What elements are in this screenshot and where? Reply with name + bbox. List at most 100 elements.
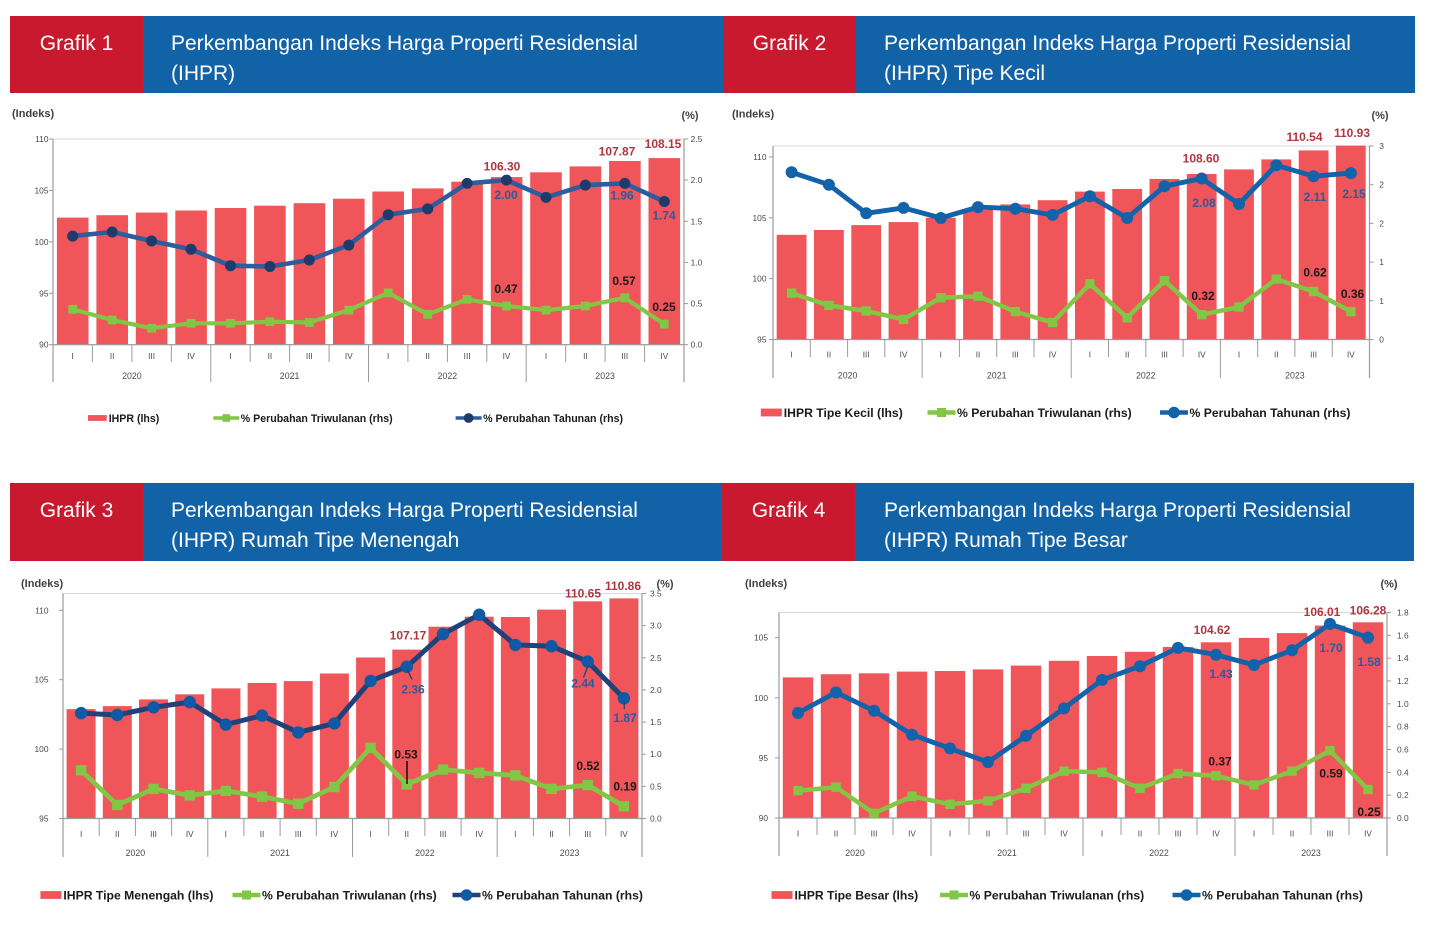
svg-text:IHPR Tipe Kecil (lhs): IHPR Tipe Kecil (lhs) <box>784 406 903 420</box>
svg-text:3: 3 <box>1379 141 1384 151</box>
svg-text:IV: IV <box>345 352 353 361</box>
svg-text:II: II <box>583 352 588 361</box>
svg-text:I: I <box>229 352 231 361</box>
svg-text:III: III <box>148 352 155 361</box>
svg-text:107.87: 107.87 <box>599 145 636 159</box>
svg-text:III: III <box>863 351 870 360</box>
svg-text:Grafik 3: Grafik 3 <box>40 499 114 522</box>
svg-text:2022: 2022 <box>1149 848 1169 858</box>
svg-text:(Indeks): (Indeks) <box>21 578 64 590</box>
svg-text:III: III <box>464 352 471 361</box>
svg-text:(%): (%) <box>1371 110 1388 122</box>
svg-text:III: III <box>295 830 302 839</box>
svg-text:(IHPR) Rumah Tipe Besar: (IHPR) Rumah Tipe Besar <box>884 529 1128 552</box>
svg-text:1.0: 1.0 <box>1397 699 1409 709</box>
svg-text:Perkembangan Indeks Harga Prop: Perkembangan Indeks Harga Properti Resid… <box>171 499 638 522</box>
svg-text:II: II <box>115 830 120 839</box>
svg-text:0.62: 0.62 <box>1303 266 1327 280</box>
svg-text:3.0: 3.0 <box>650 621 662 631</box>
svg-text:III: III <box>871 829 878 838</box>
svg-text:1: 1 <box>1379 296 1384 306</box>
svg-text:IV: IV <box>503 352 511 361</box>
svg-text:2.44: 2.44 <box>571 677 595 691</box>
svg-text:III: III <box>150 830 157 839</box>
svg-text:(%): (%) <box>1380 579 1397 591</box>
svg-text:(IHPR) Tipe Kecil: (IHPR) Tipe Kecil <box>884 62 1045 85</box>
svg-text:1.87: 1.87 <box>613 711 637 725</box>
svg-text:0.53: 0.53 <box>394 748 418 762</box>
svg-text:1.0: 1.0 <box>691 257 703 267</box>
svg-text:1.6: 1.6 <box>1397 630 1409 640</box>
svg-text:III: III <box>621 352 628 361</box>
svg-text:2021: 2021 <box>987 370 1007 380</box>
svg-text:IHPR (lhs): IHPR (lhs) <box>109 413 160 425</box>
svg-text:IV: IV <box>1347 351 1355 360</box>
svg-text:Grafik 2: Grafik 2 <box>753 32 827 55</box>
svg-text:95: 95 <box>757 335 767 345</box>
svg-text:Grafik 1: Grafik 1 <box>40 32 114 55</box>
svg-text:IV: IV <box>331 830 339 839</box>
svg-text:I: I <box>1238 351 1240 360</box>
svg-text:1.58: 1.58 <box>1357 655 1381 669</box>
svg-text:IV: IV <box>187 352 195 361</box>
svg-text:90: 90 <box>39 340 49 350</box>
svg-text:I: I <box>545 352 547 361</box>
svg-text:110: 110 <box>35 134 49 144</box>
svg-text:Grafik 4: Grafik 4 <box>752 499 826 522</box>
svg-text:110.93: 110.93 <box>1334 126 1370 140</box>
svg-text:0: 0 <box>1379 335 1384 345</box>
svg-text:(IHPR): (IHPR) <box>171 62 235 85</box>
svg-text:2022: 2022 <box>415 848 435 858</box>
svg-text:III: III <box>1310 351 1317 360</box>
svg-text:IV: IV <box>1364 829 1372 838</box>
svg-text:0.5: 0.5 <box>691 299 703 309</box>
svg-text:IV: IV <box>186 830 194 839</box>
svg-text:I: I <box>1253 829 1255 838</box>
svg-text:110.65: 110.65 <box>565 587 601 601</box>
svg-text:2.11: 2.11 <box>1304 190 1327 204</box>
svg-text:105: 105 <box>35 675 49 685</box>
svg-text:I: I <box>1101 829 1103 838</box>
svg-text:% Perubahan Tahunan (rhs): % Perubahan Tahunan (rhs) <box>482 888 643 902</box>
svg-text:II: II <box>110 352 115 361</box>
svg-text:II: II <box>976 351 981 360</box>
svg-text:% Perubahan Triwulanan (rhs): % Perubahan Triwulanan (rhs) <box>970 888 1145 902</box>
svg-text:(%): (%) <box>681 110 698 122</box>
svg-text:100: 100 <box>754 693 768 703</box>
svg-text:II: II <box>260 830 265 839</box>
svg-text:110: 110 <box>35 605 49 615</box>
svg-text:0.4: 0.4 <box>1397 767 1409 777</box>
svg-text:106.30: 106.30 <box>484 160 521 174</box>
svg-text:IV: IV <box>1212 829 1220 838</box>
svg-text:0.52: 0.52 <box>576 759 600 773</box>
svg-text:1: 1 <box>1379 257 1384 267</box>
svg-text:Perkembangan Indeks Harga Prop: Perkembangan Indeks Harga Properti Resid… <box>884 499 1351 522</box>
svg-text:% Perubahan Tahunan (rhs): % Perubahan Tahunan (rhs) <box>483 413 623 425</box>
svg-text:II: II <box>1138 829 1143 838</box>
svg-text:0.0: 0.0 <box>1397 813 1409 823</box>
svg-text:1.70: 1.70 <box>1319 641 1343 655</box>
svg-text:2021: 2021 <box>280 371 300 381</box>
svg-text:I: I <box>369 830 371 839</box>
svg-text:100: 100 <box>753 274 767 284</box>
svg-text:1.8: 1.8 <box>1397 608 1409 618</box>
svg-text:1.43: 1.43 <box>1209 667 1233 681</box>
svg-text:2023: 2023 <box>1285 370 1305 380</box>
svg-text:95: 95 <box>39 814 49 824</box>
svg-text:II: II <box>1125 351 1130 360</box>
svg-text:II: II <box>986 829 991 838</box>
svg-text:2021: 2021 <box>997 848 1017 858</box>
svg-text:104.62: 104.62 <box>1194 623 1231 637</box>
svg-text:I: I <box>72 352 74 361</box>
svg-text:2020: 2020 <box>122 371 142 381</box>
svg-text:0.47: 0.47 <box>494 282 518 296</box>
svg-text:% Perubahan Triwulanan (rhs): % Perubahan Triwulanan (rhs) <box>262 888 437 902</box>
svg-text:I: I <box>949 829 951 838</box>
svg-text:106.28: 106.28 <box>1350 604 1387 618</box>
svg-text:2.5: 2.5 <box>650 653 662 663</box>
svg-text:III: III <box>440 830 447 839</box>
svg-text:100: 100 <box>35 237 49 247</box>
svg-text:II: II <box>1290 829 1295 838</box>
svg-text:1.96: 1.96 <box>610 189 634 203</box>
svg-text:I: I <box>514 830 516 839</box>
